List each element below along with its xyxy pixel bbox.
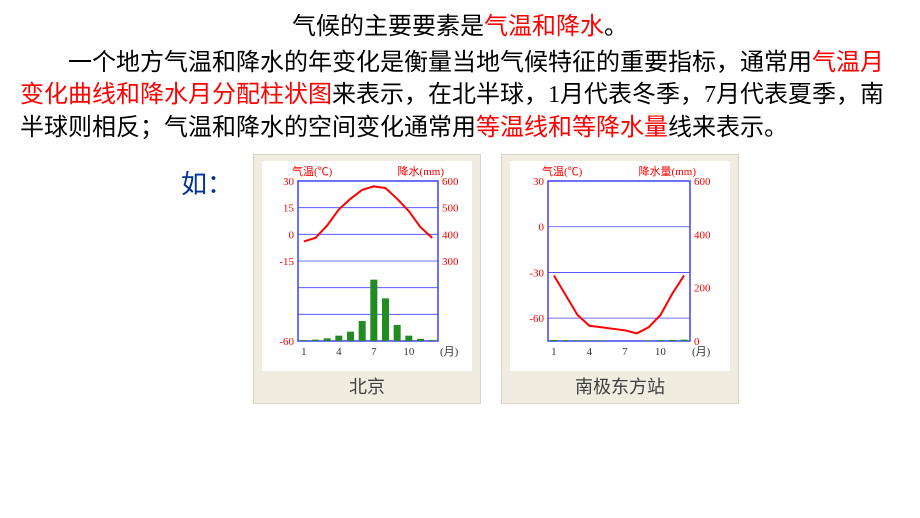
svg-text:-60: -60 [529,313,544,325]
climograph-vostok: -60-300300200400600气温(℃)降水量(mm)14710(月) [510,161,730,371]
page-title: 气候的主要要素是气温和降水。 [20,6,900,41]
chart-caption-beijing: 北京 [262,373,472,399]
svg-text:(月): (月) [692,346,711,358]
title-suffix: 。 [604,14,628,40]
svg-text:气温(℃): 气温(℃) [542,164,583,178]
svg-text:600: 600 [694,176,711,188]
svg-text:降水量(mm): 降水量(mm) [639,164,697,178]
svg-text:-15: -15 [279,256,294,268]
svg-text:400: 400 [694,230,711,242]
svg-text:0: 0 [289,230,295,242]
body-paragraph: 一个地方气温和降水的年变化是衡量当地气候特征的重要指标，通常用气温月变化曲线和降… [20,47,900,144]
para-t1: 一个地方气温和降水的年变化是衡量当地气候特征的重要指标，通常用 [68,50,812,76]
svg-text:200: 200 [694,283,711,295]
svg-text:10: 10 [403,346,415,358]
svg-text:500: 500 [442,203,459,215]
svg-text:(月): (月) [440,346,459,358]
svg-text:4: 4 [587,346,593,358]
svg-text:10: 10 [655,346,667,358]
chart-beijing: -60-1501530300400500600气温(℃)降水(mm)14710(… [253,154,481,404]
climograph-beijing: -60-1501530300400500600气温(℃)降水(mm)14710(… [262,161,472,371]
svg-text:0: 0 [539,222,545,234]
chart-caption-vostok: 南极东方站 [510,373,730,399]
svg-text:气温(℃): 气温(℃) [292,164,333,178]
svg-text:降水(mm): 降水(mm) [398,164,445,178]
chart-vostok: -60-300300200400600气温(℃)降水量(mm)14710(月) … [501,154,739,404]
svg-text:1: 1 [301,346,307,358]
svg-text:1: 1 [551,346,557,358]
svg-text:7: 7 [371,346,377,358]
svg-text:15: 15 [283,203,295,215]
svg-text:-30: -30 [529,268,544,280]
svg-text:4: 4 [336,346,342,358]
title-prefix: 气候的主要要素是 [292,14,484,40]
para-t3: 线来表示。 [668,115,788,141]
svg-text:-60: -60 [279,336,294,348]
title-highlight: 气温和降水 [484,14,604,40]
para-h2: 等温线和等降水量 [476,115,668,141]
example-label: 如： [181,164,233,201]
charts-row: 如： -60-1501530300400500600气温(℃)降水(mm)147… [20,154,900,404]
svg-text:400: 400 [442,230,459,242]
svg-text:300: 300 [442,256,459,268]
svg-text:7: 7 [622,346,628,358]
svg-text:600: 600 [442,176,459,188]
